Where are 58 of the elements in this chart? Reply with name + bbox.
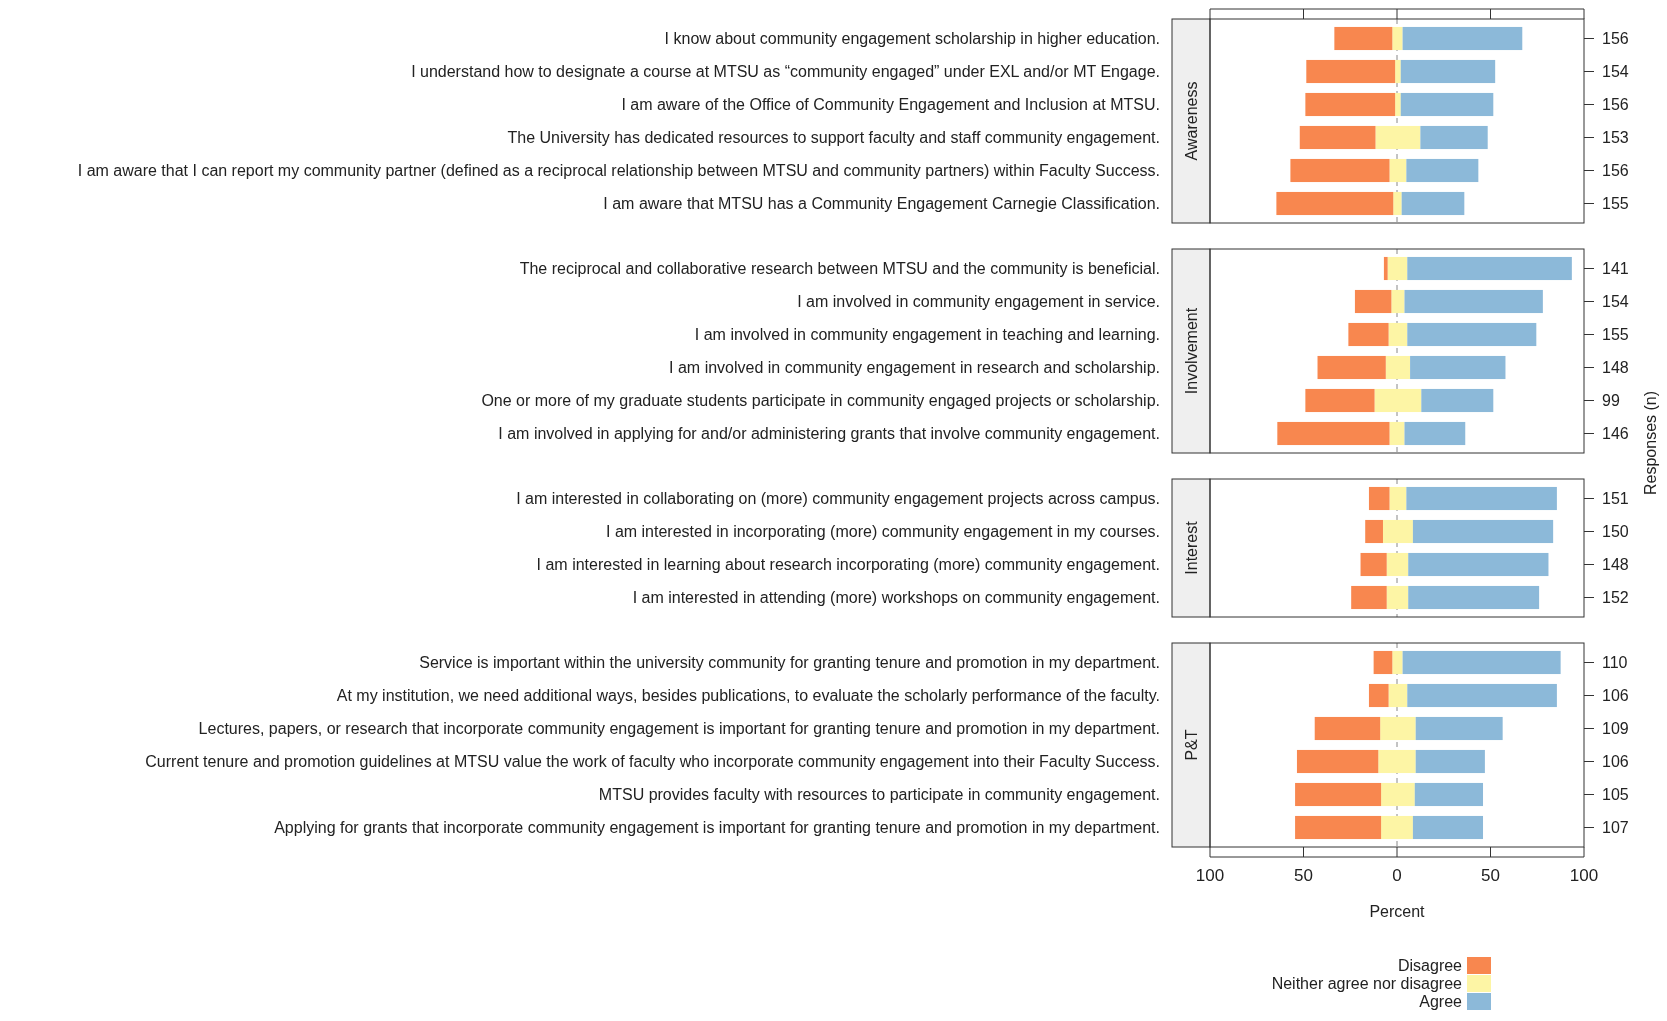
y2-tick-label: 99 — [1602, 392, 1620, 410]
y-tick-label: I am aware that MTSU has a Community Engagement Carnegie Classification. — [603, 195, 1160, 213]
y-tick-label: The University has dedicated resources to support faculty and staff community engagement. — [507, 129, 1160, 147]
y2-tick-label: 105 — [1602, 786, 1629, 804]
x-tick-label: 100 — [1195, 866, 1225, 885]
y2-tick-label: 141 — [1602, 260, 1629, 278]
y-tick-label: I am involved in community engagement in service. — [797, 293, 1160, 311]
y2-tick-label: 148 — [1602, 359, 1629, 377]
y-tick-label: I am interested in attending (more) workshops on community engagement. — [632, 589, 1160, 607]
y-tick-label: I know about community engagement scholarship in higher education. — [664, 30, 1160, 48]
y-tick-label: I am aware that I can report my community partner (defined as a reciprocal relationship between MTSU and community partners) within Faculty Success. — [77, 162, 1160, 180]
y-axis-title: Involvement — [1183, 307, 1200, 395]
y2-tick-label: 151 — [1602, 490, 1629, 508]
y-tick-label: I am involved in applying for and/or administering grants that involve community engagement. — [498, 425, 1160, 443]
legend-label: Disagree — [1397, 956, 1463, 974]
y2-tick-label: 154 — [1602, 63, 1629, 81]
y2-tick-label: 146 — [1602, 425, 1629, 443]
y-tick-label: Service is important within the university community for granting tenure and promotion in my department. — [419, 654, 1160, 672]
y-axis-title: Awareness — [1183, 81, 1200, 161]
y-tick-label: I am involved in community engagement in teaching and learning. — [694, 326, 1160, 344]
y2-tick-label: 153 — [1602, 129, 1629, 147]
legend-label: Agree — [1419, 992, 1463, 1010]
y2-axis-title: Responses (n) — [1642, 390, 1659, 496]
y2-tick-label: 155 — [1602, 326, 1629, 344]
y2-tick-label: 152 — [1602, 589, 1629, 607]
y-tick-label: Current tenure and promotion guidelines at MTSU value the work of faculty who incorporate community engagement into their Faculty Success. — [145, 753, 1160, 771]
y-tick-label: Applying for grants that incorporate community engagement is important for granting tenure and promotion in my department. — [274, 819, 1160, 837]
x-axis-title: Percent — [1369, 903, 1426, 920]
x-tick-label: 50 — [1481, 866, 1500, 885]
y-tick-label: One or more of my graduate students participate in community engaged projects or scholarship. — [481, 392, 1160, 410]
y2-tick-label: 156 — [1602, 96, 1629, 114]
y2-tick-label: 154 — [1602, 293, 1629, 311]
y2-tick-label: 106 — [1602, 687, 1629, 705]
y-tick-label: MTSU provides faculty with resources to participate in community engagement. — [598, 786, 1160, 804]
y-tick-label: I am interested in learning about research incorporating (more) community engagement. — [536, 556, 1160, 574]
y-axis-title: P&T — [1183, 729, 1200, 761]
x-tick-label: 50 — [1294, 866, 1313, 885]
y-tick-label: I am interested in collaborating on (more) community engagement projects across campus. — [516, 490, 1160, 508]
y-tick-label: I am involved in community engagement in research and scholarship. — [669, 359, 1160, 377]
legend-label: Neither agree nor disagree — [1271, 974, 1463, 992]
y2-tick-label: 109 — [1602, 720, 1629, 738]
y2-tick-label: 110 — [1602, 654, 1628, 672]
y2-tick-label: 150 — [1602, 523, 1629, 541]
y-tick-label: Lectures, papers, or research that incorporate community engagement is important for granting tenure and promotion in my department. — [198, 720, 1160, 738]
y-tick-label: I understand how to designate a course at MTSU as “community engaged” under EXL and/or MT Engage. — [411, 63, 1160, 81]
y2-tick-label: 106 — [1602, 753, 1629, 771]
y2-tick-label: 156 — [1602, 30, 1629, 48]
x-tick-label: 100 — [1569, 866, 1599, 885]
y-tick-label: I am aware of the Office of Community Engagement and Inclusion at MTSU. — [621, 96, 1160, 114]
x-tick-label: 0 — [1392, 866, 1402, 885]
y-tick-label: At my institution, we need additional ways, besides publications, to evaluate the scholarly performance of the faculty. — [336, 687, 1160, 705]
y2-tick-label: 156 — [1602, 162, 1629, 180]
y-tick-label: I am interested in incorporating (more) community engagement in my courses. — [605, 523, 1160, 541]
y-axis-title: Interest — [1183, 520, 1200, 575]
y2-tick-label: 107 — [1602, 819, 1629, 837]
y-tick-label: The reciprocal and collaborative research between MTSU and the community is beneficial. — [519, 260, 1160, 278]
y2-tick-label: 148 — [1602, 556, 1629, 574]
y2-tick-label: 155 — [1602, 195, 1629, 213]
